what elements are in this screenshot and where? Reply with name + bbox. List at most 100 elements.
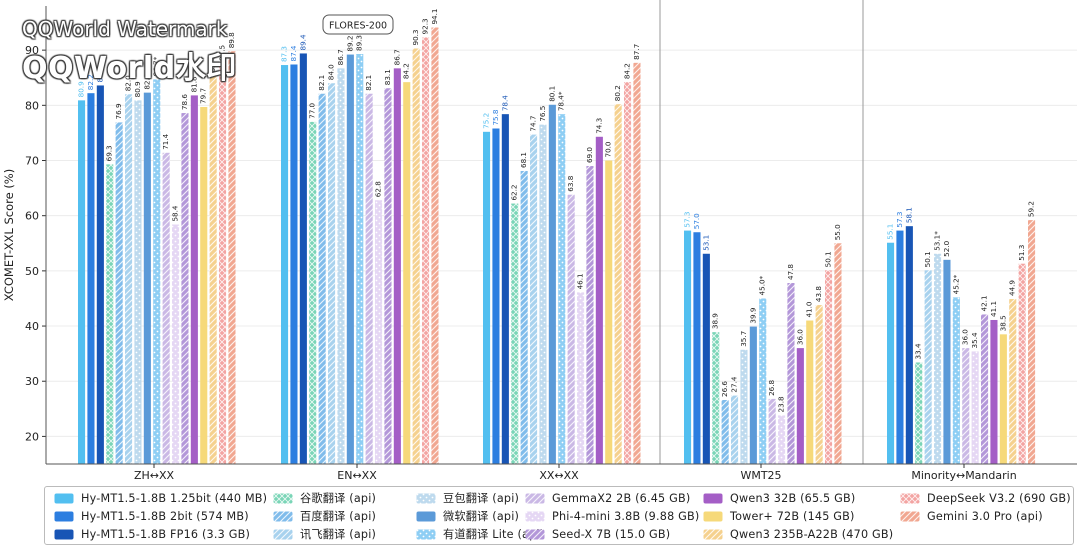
value-label: 74.7 bbox=[529, 116, 538, 132]
value-label: 51.3 bbox=[1017, 245, 1026, 261]
value-label: 78.6 bbox=[180, 94, 189, 110]
value-label: 52.0 bbox=[942, 240, 951, 256]
bar bbox=[78, 100, 86, 464]
value-label: 53.1 bbox=[701, 235, 710, 251]
bar bbox=[815, 305, 823, 464]
bar bbox=[825, 270, 833, 464]
watermark-text-cn: QQWorld水印 bbox=[22, 51, 237, 86]
bar bbox=[952, 297, 960, 464]
y-tick-label: 60 bbox=[25, 210, 39, 223]
bar bbox=[796, 348, 804, 464]
value-label: 38.9 bbox=[711, 313, 720, 329]
legend-label: Qwen3 32B (65.5 GB) bbox=[730, 491, 856, 505]
bar bbox=[684, 230, 692, 464]
value-label: 89.3* bbox=[355, 31, 364, 51]
value-label: 94.1 bbox=[430, 9, 439, 25]
bar bbox=[125, 94, 133, 464]
bar bbox=[712, 332, 720, 464]
bar bbox=[934, 253, 942, 464]
value-label: 26.6 bbox=[720, 381, 729, 397]
y-axis-label: XCOMET-XXL Score (%) bbox=[2, 169, 16, 301]
legend-swatch bbox=[416, 493, 436, 503]
bar bbox=[228, 51, 236, 464]
value-label: 41.1 bbox=[989, 301, 998, 317]
y-tick-label: 80 bbox=[25, 99, 39, 112]
value-label: 78.4 bbox=[500, 95, 509, 111]
bar bbox=[1018, 263, 1026, 464]
value-label: 80.9 bbox=[133, 81, 142, 97]
value-label: 84.0 bbox=[327, 64, 336, 80]
legend-label: 豆包翻译 (api) bbox=[443, 492, 520, 505]
value-label: 75.2 bbox=[482, 113, 491, 129]
bars bbox=[78, 27, 1036, 465]
bar bbox=[595, 136, 603, 464]
value-label: 53.1* bbox=[933, 231, 942, 251]
value-label: 84.2 bbox=[623, 63, 632, 79]
value-label: 87.7 bbox=[632, 44, 641, 60]
legend-label: 讯飞翻译 (api) bbox=[300, 528, 377, 541]
value-label: 82.1 bbox=[317, 75, 326, 91]
value-label: 82.2 bbox=[86, 74, 95, 90]
legend-label: Hy-MT1.5-1.8B 1.25bit (440 MB) bbox=[81, 491, 268, 505]
legend-label: DeepSeek V3.2 (690 GB) bbox=[927, 491, 1071, 505]
bar bbox=[586, 166, 594, 464]
bar bbox=[356, 54, 364, 464]
legend-item: Qwen3 235B-A22B (470 GB) bbox=[703, 525, 893, 543]
value-label: 90.3 bbox=[411, 29, 420, 45]
bar bbox=[787, 283, 795, 464]
value-label: 87.5 bbox=[218, 45, 227, 61]
value-label: 89.8 bbox=[227, 32, 236, 48]
bar bbox=[181, 113, 189, 465]
legend-item: 豆包翻译 (api) bbox=[416, 489, 519, 507]
bar bbox=[143, 92, 151, 465]
bar bbox=[134, 100, 142, 464]
legend: Hy-MT1.5-1.8B 1.25bit (440 MB) Hy-MT1.5-1… bbox=[44, 486, 1074, 545]
bar bbox=[834, 243, 842, 464]
value-label: 82.0 bbox=[124, 75, 133, 91]
value-label: 86.7 bbox=[336, 49, 345, 65]
y-tick-label: 50 bbox=[25, 265, 39, 278]
bar bbox=[778, 415, 786, 464]
x-tick-label: EN↔XX bbox=[337, 469, 377, 482]
bar bbox=[96, 85, 104, 465]
legend-swatch bbox=[416, 511, 436, 521]
value-label: 23.8 bbox=[777, 396, 786, 412]
value-label: 39.9 bbox=[748, 307, 757, 323]
legend-item: Tower+ 72B (145 GB) bbox=[703, 507, 855, 525]
bar bbox=[558, 114, 566, 464]
value-labels: 80.9 82.2 83.669.376.982.0 80.9 82.384.7*71.… bbox=[77, 9, 1036, 413]
value-label: 42.1 bbox=[980, 295, 989, 311]
legend-item: GemmaX2 2B (6.45 GB) bbox=[525, 489, 690, 507]
bar bbox=[530, 134, 538, 464]
y-tick-label: 70 bbox=[25, 155, 39, 168]
bar bbox=[200, 106, 208, 465]
value-label: 58.4 bbox=[171, 205, 180, 221]
legend-label: Hy-MT1.5-1.8B 2bit (574 MB) bbox=[81, 509, 249, 523]
legend-swatch bbox=[273, 511, 293, 521]
legend-label: Phi-4-mini 3.8B (9.88 GB) bbox=[552, 509, 700, 523]
legend-label: Gemini 3.0 Pro (api) bbox=[927, 509, 1043, 523]
value-label: 38.5 bbox=[998, 315, 1007, 331]
bar bbox=[384, 88, 392, 465]
value-label: 57.0 bbox=[692, 213, 701, 229]
bar bbox=[990, 319, 998, 464]
bar bbox=[943, 259, 951, 464]
value-label: 35.7 bbox=[739, 331, 748, 347]
legend-item: 微软翻译 (api) bbox=[416, 507, 519, 525]
value-label: 44.9 bbox=[1008, 280, 1017, 296]
legend-swatch bbox=[525, 493, 545, 503]
bar bbox=[318, 93, 326, 464]
y-tick-label: 90 bbox=[25, 44, 39, 57]
value-label: 46.1 bbox=[576, 273, 585, 289]
value-label: 57.3 bbox=[683, 212, 692, 228]
bar bbox=[759, 298, 767, 464]
legend-item: 讯飞翻译 (api) bbox=[273, 525, 376, 543]
bar bbox=[577, 292, 585, 464]
legend-swatch bbox=[703, 511, 723, 521]
legend-swatch bbox=[900, 493, 920, 503]
bar bbox=[633, 62, 641, 464]
bar bbox=[520, 170, 528, 464]
bar bbox=[905, 226, 913, 464]
value-label: 76.5 bbox=[538, 106, 547, 122]
legend-label: 有道翻译 Lite (api) bbox=[443, 528, 545, 541]
